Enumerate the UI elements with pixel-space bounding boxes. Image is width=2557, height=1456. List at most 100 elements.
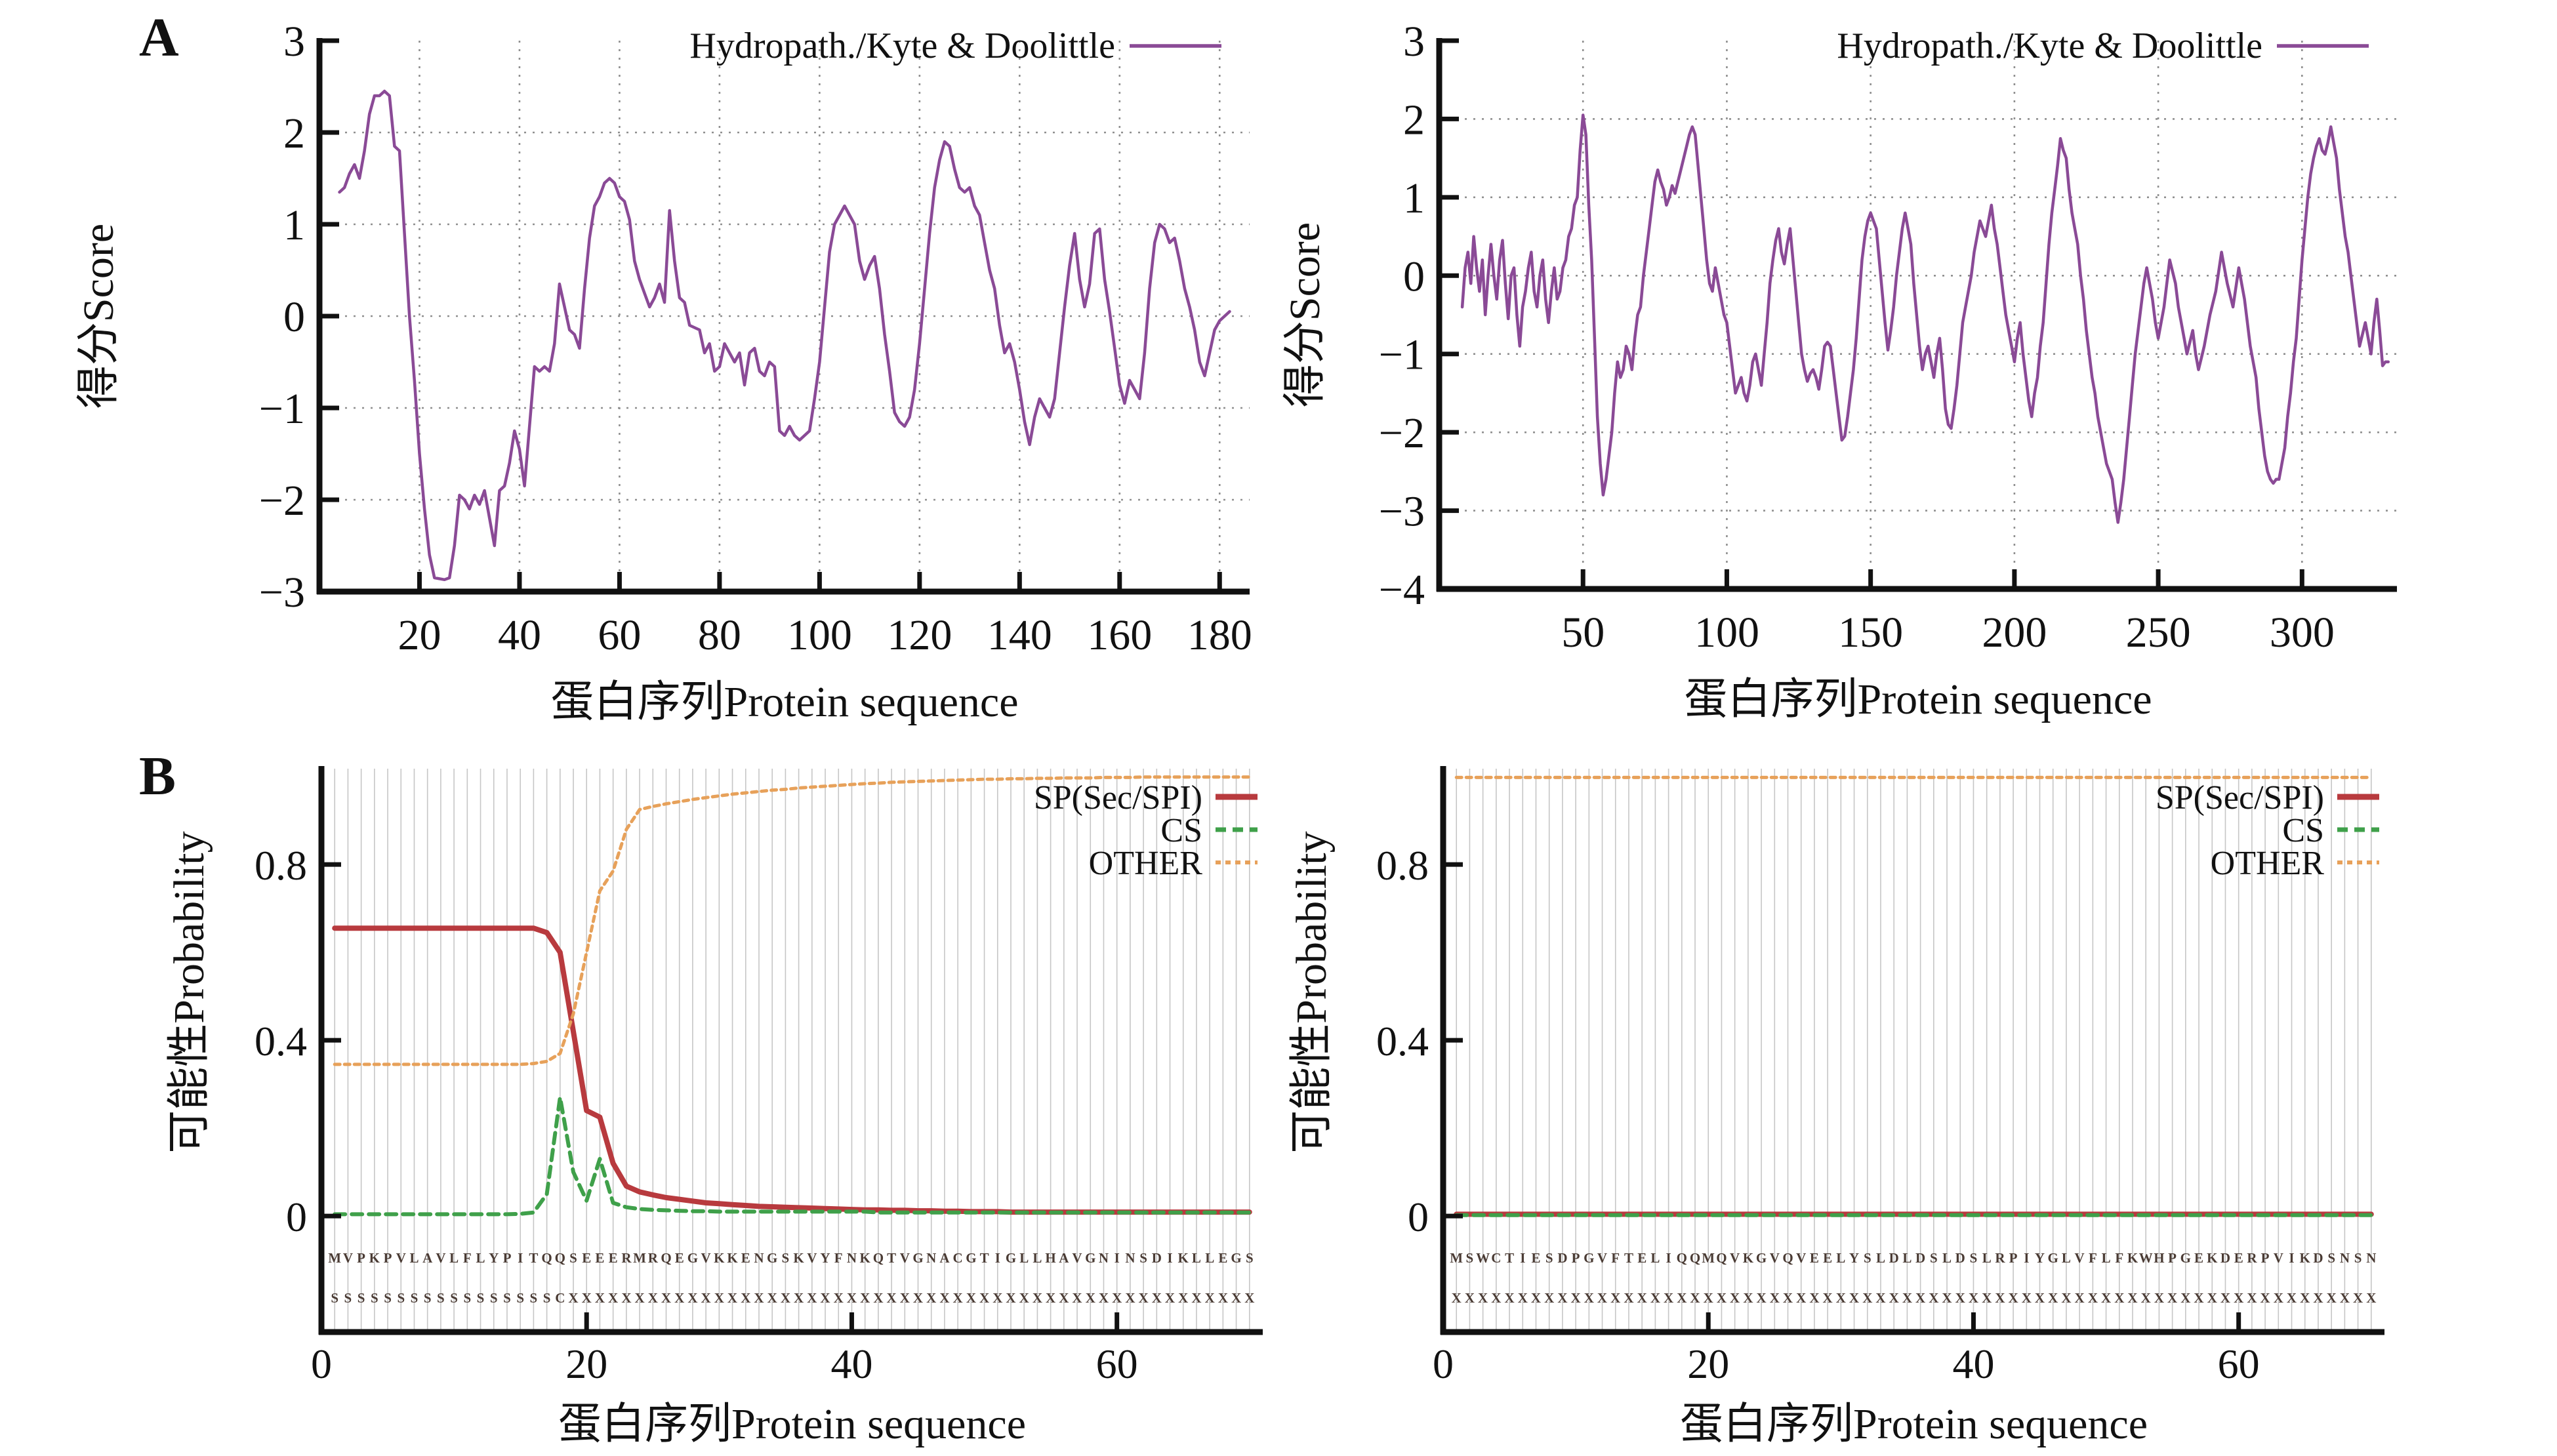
series-OTHER xyxy=(333,775,1252,1066)
svg-text:I: I xyxy=(2289,1250,2294,1266)
svg-text:S: S xyxy=(530,1290,538,1306)
svg-text:I: I xyxy=(995,1250,1000,1266)
svg-text:G: G xyxy=(767,1250,777,1266)
svg-text:D: D xyxy=(1152,1250,1162,1266)
svg-text:X: X xyxy=(2127,1290,2137,1306)
svg-text:X: X xyxy=(2274,1290,2283,1306)
svg-text:V: V xyxy=(1730,1250,1740,1266)
svg-text:S: S xyxy=(1139,1250,1147,1266)
svg-text:X: X xyxy=(2167,1290,2177,1306)
series-CS xyxy=(333,1095,1252,1217)
svg-text:X: X xyxy=(701,1290,711,1306)
svg-text:P: P xyxy=(503,1250,512,1266)
svg-text:E: E xyxy=(609,1250,618,1266)
svg-text:X: X xyxy=(2048,1290,2058,1306)
svg-text:X: X xyxy=(1836,1290,1846,1306)
svg-text:X: X xyxy=(1757,1290,1767,1306)
svg-text:G: G xyxy=(2048,1250,2058,1266)
svg-text:X: X xyxy=(1783,1290,1793,1306)
svg-text:X: X xyxy=(1557,1290,1567,1306)
svg-text:L: L xyxy=(1019,1250,1029,1266)
svg-text:2: 2 xyxy=(283,110,305,157)
svg-text:150: 150 xyxy=(1838,609,1903,657)
svg-text:X: X xyxy=(767,1290,777,1306)
svg-text:N: N xyxy=(754,1250,764,1266)
svg-text:G: G xyxy=(1006,1250,1016,1266)
svg-text:N: N xyxy=(926,1250,936,1266)
signalp-protein-1-svg: 0.8 0.4 0 0 20 40 60 蛋白序列Protein sequence 可能性Pro… xyxy=(165,766,1263,1448)
svg-text:0: 0 xyxy=(1408,1194,1429,1240)
svg-text:S: S xyxy=(450,1290,458,1306)
svg-text:L: L xyxy=(1650,1250,1660,1266)
svg-text:S: S xyxy=(1545,1250,1553,1266)
svg-text:250: 250 xyxy=(2126,609,2191,657)
svg-text:40: 40 xyxy=(830,1341,872,1387)
svg-text:S: S xyxy=(358,1290,365,1306)
axis-ticks xyxy=(321,862,1120,1332)
svg-text:X: X xyxy=(674,1290,684,1306)
svg-text:R: R xyxy=(648,1250,659,1266)
svg-text:X: X xyxy=(1809,1290,1819,1306)
svg-text:2: 2 xyxy=(1403,96,1425,144)
svg-text:E: E xyxy=(1637,1250,1647,1266)
svg-text:X: X xyxy=(1006,1290,1015,1306)
svg-text:X: X xyxy=(1743,1290,1753,1306)
svg-text:X: X xyxy=(873,1290,883,1306)
svg-text:100: 100 xyxy=(787,611,852,659)
svg-text:X: X xyxy=(1637,1290,1647,1306)
svg-text:X: X xyxy=(648,1290,658,1306)
x-axis-label: 蛋白序列Protein sequence xyxy=(558,1400,1026,1448)
series-SP(Sec/SPI) xyxy=(332,925,1252,1215)
svg-text:X: X xyxy=(1823,1290,1833,1306)
svg-text:X: X xyxy=(900,1290,910,1306)
svg-text:D: D xyxy=(2220,1250,2230,1266)
svg-text:X: X xyxy=(1033,1290,1042,1306)
svg-text:−3: −3 xyxy=(1379,488,1425,536)
svg-text:X: X xyxy=(2287,1290,2297,1306)
svg-text:X: X xyxy=(727,1290,737,1306)
svg-text:Q: Q xyxy=(1690,1250,1700,1266)
panel-b-label: B xyxy=(139,746,176,807)
svg-text:X: X xyxy=(608,1290,618,1306)
svg-text:S: S xyxy=(782,1250,790,1266)
svg-text:X: X xyxy=(1112,1290,1122,1306)
x-tick-labels: 0 20 40 60 xyxy=(311,1341,1138,1387)
svg-text:A: A xyxy=(422,1250,433,1266)
legend-label: CS xyxy=(1160,812,1202,849)
x-tick-labels: 50 100 150 200 250 300 xyxy=(1561,609,2335,657)
series-lines xyxy=(1454,775,2374,1217)
svg-text:X: X xyxy=(1597,1290,1607,1306)
svg-text:X: X xyxy=(2327,1290,2337,1306)
svg-text:C: C xyxy=(555,1290,565,1306)
svg-text:I: I xyxy=(1666,1250,1671,1266)
svg-text:T: T xyxy=(1505,1250,1514,1266)
svg-text:Y: Y xyxy=(820,1250,830,1266)
legend-label: SP(Sec/SPI) xyxy=(2156,779,2324,817)
svg-text:D: D xyxy=(2313,1250,2323,1266)
x-axis-label: 蛋白序列Protein sequence xyxy=(1684,676,2152,723)
svg-text:L: L xyxy=(1205,1250,1214,1266)
svg-text:60: 60 xyxy=(1096,1341,1138,1387)
svg-text:T: T xyxy=(529,1250,538,1266)
y-tick-labels: 3 2 1 0 −1 −2 −3 xyxy=(259,18,305,617)
svg-text:X: X xyxy=(1942,1290,1952,1306)
svg-text:160: 160 xyxy=(1087,611,1152,659)
svg-text:X: X xyxy=(2353,1290,2363,1306)
svg-text:K: K xyxy=(369,1250,380,1266)
svg-text:200: 200 xyxy=(1982,609,2047,657)
svg-text:300: 300 xyxy=(2270,609,2335,657)
svg-text:60: 60 xyxy=(598,611,641,659)
svg-text:K: K xyxy=(860,1250,871,1266)
svg-text:L: L xyxy=(1902,1250,1912,1266)
svg-text:X: X xyxy=(1099,1290,1109,1306)
svg-text:60: 60 xyxy=(2218,1341,2260,1387)
svg-text:0: 0 xyxy=(1403,253,1425,300)
svg-text:X: X xyxy=(1165,1290,1175,1306)
svg-text:0: 0 xyxy=(286,1194,307,1240)
svg-text:X: X xyxy=(2035,1290,2045,1306)
svg-text:L: L xyxy=(1033,1250,1042,1266)
svg-text:X: X xyxy=(1875,1290,1885,1306)
svg-text:E: E xyxy=(595,1250,604,1266)
